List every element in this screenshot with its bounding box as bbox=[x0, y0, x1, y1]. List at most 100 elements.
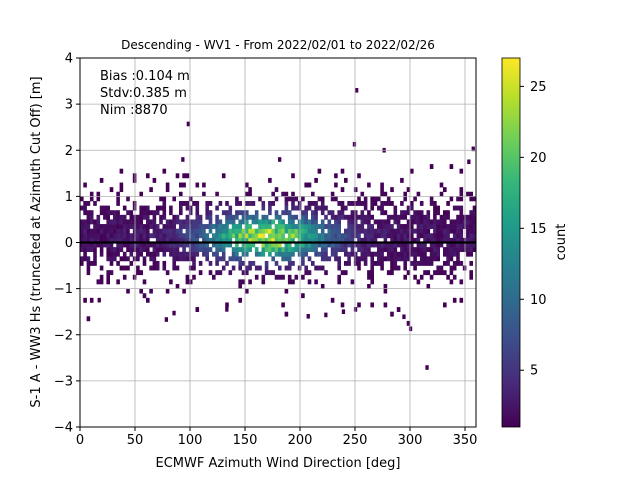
heatmap-cell bbox=[235, 251, 239, 257]
heatmap-cell bbox=[449, 251, 454, 257]
heatmap-cell bbox=[185, 233, 190, 239]
heatmap-cell bbox=[225, 260, 229, 266]
heatmap-cell bbox=[126, 224, 130, 229]
heatmap-cell bbox=[443, 187, 447, 193]
heatmap-cell bbox=[429, 224, 434, 229]
heatmap-cell bbox=[393, 237, 398, 243]
heatmap-cell bbox=[106, 256, 110, 262]
heatmap-cell bbox=[304, 228, 308, 234]
heatmap-cell bbox=[261, 205, 266, 211]
heatmap-cell bbox=[254, 233, 259, 239]
heatmap-cell bbox=[278, 228, 282, 234]
heatmap-cell bbox=[383, 233, 388, 239]
heatmap-cell bbox=[416, 210, 421, 216]
heatmap-cell bbox=[433, 233, 437, 239]
heatmap-cell bbox=[96, 228, 101, 234]
heatmap-cell bbox=[225, 228, 229, 234]
heatmap-cell bbox=[334, 247, 338, 253]
heatmap-cell bbox=[179, 251, 183, 257]
heatmap-cell bbox=[149, 210, 153, 216]
heatmap-cell bbox=[287, 224, 292, 229]
heatmap-cell bbox=[261, 237, 266, 243]
y-tick-label: −3 bbox=[54, 374, 73, 389]
heatmap-cell bbox=[304, 219, 308, 225]
heatmap-cell bbox=[443, 270, 447, 276]
heatmap-cell bbox=[99, 237, 104, 243]
heatmap-cell bbox=[274, 260, 279, 266]
heatmap-cell bbox=[113, 219, 117, 225]
heatmap-cell bbox=[426, 284, 431, 289]
heatmap-cell bbox=[462, 247, 467, 253]
heatmap-cell bbox=[231, 233, 236, 239]
heatmap-cell bbox=[386, 200, 391, 206]
heatmap-cell bbox=[215, 237, 219, 243]
heatmap-cell bbox=[334, 228, 338, 234]
heatmap-cell bbox=[172, 237, 176, 243]
heatmap-cell bbox=[205, 233, 209, 239]
heatmap-cell bbox=[80, 224, 84, 229]
heatmap-cell bbox=[393, 205, 398, 211]
heatmap-cell bbox=[261, 224, 266, 229]
heatmap-cell bbox=[449, 219, 454, 225]
heatmap-cell bbox=[363, 219, 368, 225]
heatmap-cell bbox=[152, 228, 157, 234]
colorbar-tick-label: 15 bbox=[530, 222, 547, 237]
heatmap-cell bbox=[367, 274, 371, 280]
heatmap-cell bbox=[294, 242, 299, 248]
heatmap-cell bbox=[406, 219, 411, 225]
heatmap-cell bbox=[410, 214, 414, 220]
heatmap-cell bbox=[327, 210, 332, 216]
heatmap-cell bbox=[337, 247, 341, 253]
heatmap-cell bbox=[268, 242, 272, 248]
heatmap-cell bbox=[406, 233, 411, 239]
heatmap-cell bbox=[334, 173, 338, 179]
heatmap-cell bbox=[99, 247, 104, 253]
heatmap-cell bbox=[245, 200, 249, 206]
heatmap-cell bbox=[446, 210, 450, 216]
heatmap-cell bbox=[419, 242, 424, 248]
heatmap-cell bbox=[423, 242, 427, 248]
heatmap-cell bbox=[350, 219, 355, 225]
heatmap-cell bbox=[307, 237, 312, 243]
heatmap-cell bbox=[208, 260, 213, 266]
heatmap-cell bbox=[429, 247, 434, 253]
heatmap-cell bbox=[433, 228, 437, 234]
heatmap-cell bbox=[175, 233, 180, 239]
heatmap-cell bbox=[195, 228, 200, 234]
heatmap-cell bbox=[139, 233, 143, 239]
heatmap-cell bbox=[245, 214, 249, 220]
heatmap-cell bbox=[139, 191, 143, 197]
heatmap-cell bbox=[212, 251, 216, 257]
heatmap-cell bbox=[235, 256, 239, 262]
heatmap-cell bbox=[320, 228, 325, 234]
heatmap-cell bbox=[400, 233, 404, 239]
heatmap-cell bbox=[330, 196, 335, 202]
heatmap-cell bbox=[218, 270, 223, 276]
heatmap-cell bbox=[340, 242, 345, 248]
heatmap-cell bbox=[202, 224, 206, 229]
heatmap-cell bbox=[320, 200, 325, 206]
heatmap-cell bbox=[459, 214, 464, 220]
heatmap-cell bbox=[172, 219, 176, 225]
heatmap-cell bbox=[472, 210, 477, 216]
heatmap-cell bbox=[162, 168, 167, 174]
heatmap-cell bbox=[294, 196, 299, 202]
heatmap-cell bbox=[188, 242, 193, 248]
heatmap-cell bbox=[195, 237, 200, 243]
heatmap-cell bbox=[113, 237, 117, 243]
heatmap-cell bbox=[162, 242, 167, 248]
heatmap-cell bbox=[337, 228, 341, 234]
heatmap-cell bbox=[449, 256, 454, 262]
heatmap-cell bbox=[198, 214, 203, 220]
heatmap-cell bbox=[83, 228, 87, 234]
y-axis-label: S-1 A - WW3 Hs (truncated at Azimuth Cut… bbox=[29, 76, 44, 407]
heatmap-cell bbox=[367, 224, 371, 229]
heatmap-cell bbox=[413, 256, 417, 262]
heatmap-cell bbox=[146, 224, 150, 229]
heatmap-cell bbox=[377, 247, 381, 253]
stat-stdv: Stdv:0.385 m bbox=[100, 86, 187, 101]
heatmap-cell bbox=[403, 224, 407, 229]
heatmap-cell bbox=[93, 247, 97, 253]
heatmap-cell bbox=[122, 233, 127, 239]
heatmap-cell bbox=[218, 233, 223, 239]
